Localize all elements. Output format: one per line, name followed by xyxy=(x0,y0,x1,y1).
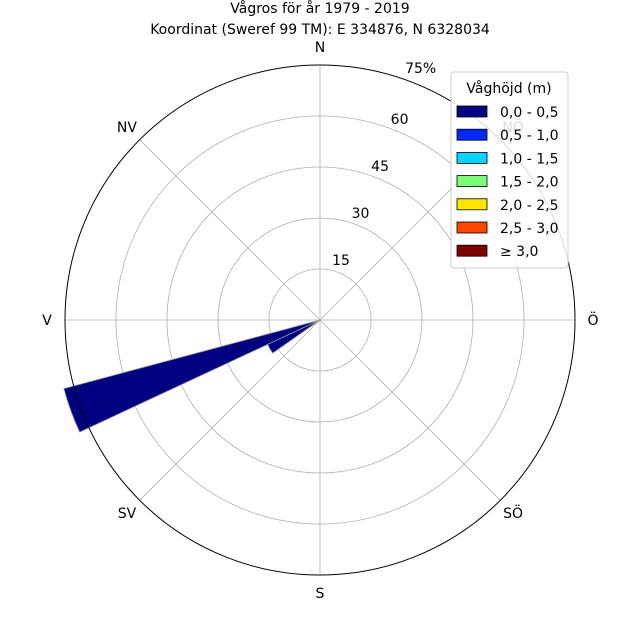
polar-grid xyxy=(65,65,575,575)
radial-tick-label-3: 60 xyxy=(391,112,409,128)
legend-label-5: 2,5 - 3,0 xyxy=(500,221,558,237)
sector-250-bin-0 xyxy=(63,319,321,433)
radial-tick-label-2: 45 xyxy=(371,159,389,175)
legend-label-0: 0,0 - 0,5 xyxy=(500,105,558,121)
legend-swatch-3 xyxy=(456,175,488,188)
chart-title: Vågros för år 1979 - 2019 xyxy=(230,0,409,17)
grid-spoke xyxy=(319,319,501,501)
legend-swatch-1 xyxy=(456,128,488,141)
direction-label-5: SÖ xyxy=(503,504,523,522)
chart-subtitle: Koordinat (Sweref 99 TM): E 334876, N 63… xyxy=(150,22,490,38)
direction-label-6: Ö xyxy=(587,311,598,329)
legend: Våghöjd (m) 0,0 - 0,5 0,5 - 1,0 1,0 - 1,5 1… xyxy=(450,71,569,269)
radial-tick-label-0: 15 xyxy=(332,253,350,269)
direction-label-2: V xyxy=(42,313,52,329)
outer-ring xyxy=(64,64,576,576)
legend-label-4: 2,0 - 2,5 xyxy=(500,198,558,214)
legend-label-1: 0,5 - 1,0 xyxy=(500,128,558,144)
direction-label-4: S xyxy=(316,586,325,602)
radial-tick-label-1: 30 xyxy=(352,206,370,222)
sector-240-bin-0 xyxy=(267,319,321,354)
legend-swatch-6 xyxy=(456,244,488,257)
direction-label-1: NV xyxy=(117,120,137,136)
radial-tick-label-4: 75% xyxy=(405,61,436,77)
legend-swatch-4 xyxy=(456,198,488,211)
legend-label-6: ≥ 3,0 xyxy=(500,244,538,260)
legend-frame xyxy=(450,71,569,269)
legend-swatch-0 xyxy=(456,105,488,118)
direction-label-0: N xyxy=(315,40,325,56)
legend-swatch-2 xyxy=(456,151,488,164)
legend-label-3: 1,5 - 2,0 xyxy=(500,175,558,191)
legend-label-2: 1,0 - 1,5 xyxy=(500,151,558,167)
grid-spoke xyxy=(139,139,321,321)
grid-spoke xyxy=(139,319,321,501)
sectors xyxy=(63,319,321,433)
legend-swatch-5 xyxy=(456,221,488,234)
direction-label-3: SV xyxy=(118,506,137,522)
radial-tick-labels: 15 30 45 60 75% xyxy=(332,61,436,269)
legend-title: Våghöjd (m) xyxy=(466,80,551,97)
